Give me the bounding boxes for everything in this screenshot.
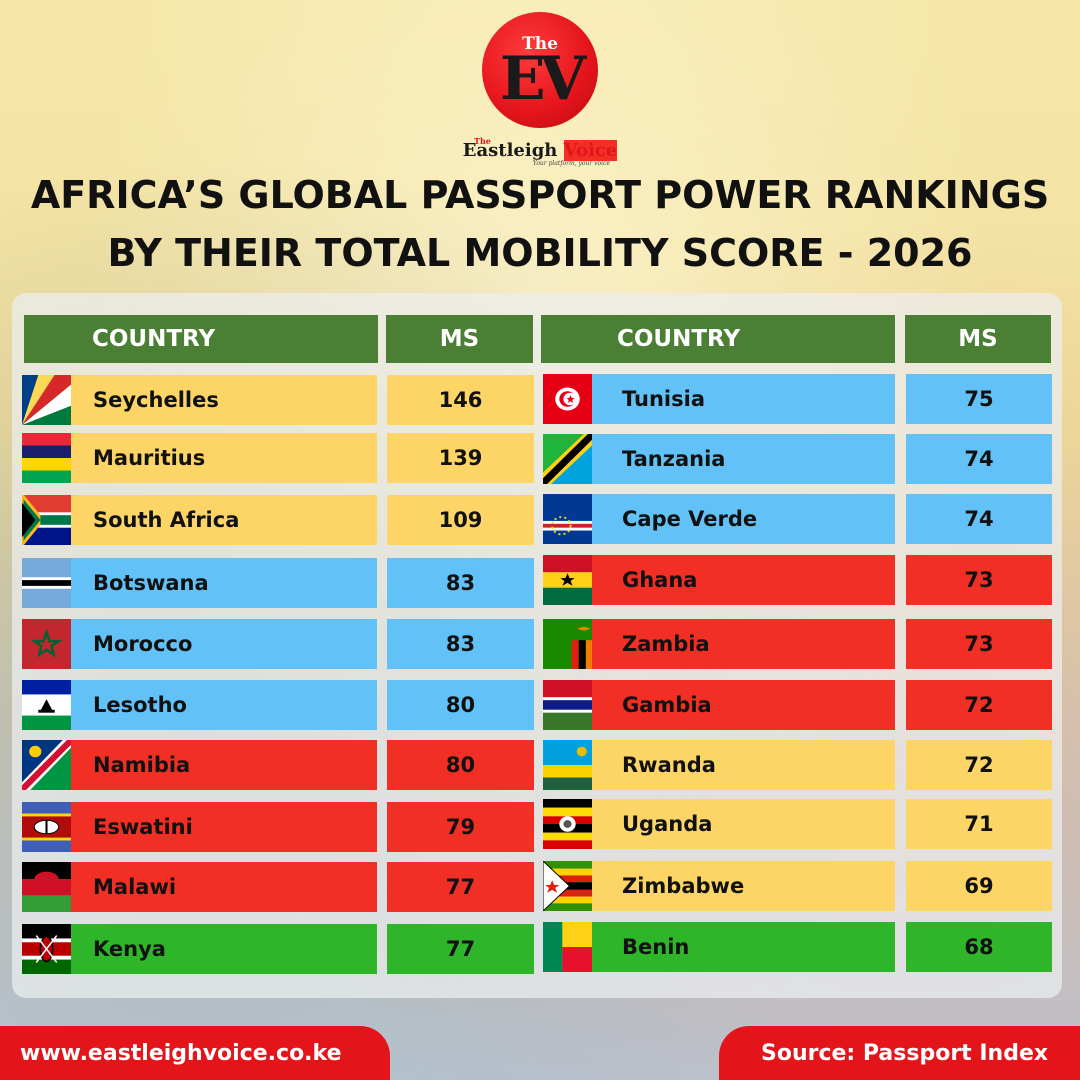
mobility-score: 75	[906, 374, 1052, 424]
gambia-flag-icon	[543, 680, 592, 730]
benin-flag-icon	[543, 922, 592, 972]
country-name: Zambia	[592, 619, 895, 669]
country-name: Seychelles	[71, 375, 377, 425]
country-name: South Africa	[71, 495, 377, 545]
morocco-flag-icon	[22, 619, 71, 669]
mobility-score: 71	[906, 799, 1052, 849]
mobility-score: 72	[906, 740, 1052, 790]
mobility-score: 83	[387, 619, 534, 669]
zimbabwe-flag-icon	[543, 861, 592, 911]
country-name: Zimbabwe	[592, 861, 895, 911]
source-pill: Source: Passport Index	[719, 1026, 1080, 1080]
header-country-left: COUNTRY	[24, 315, 378, 363]
country-name: Eswatini	[71, 802, 377, 852]
country-name: Mauritius	[71, 433, 377, 483]
mobility-score: 73	[906, 555, 1052, 605]
kenya-flag-icon	[22, 924, 71, 974]
country-name: Malawi	[71, 862, 377, 912]
eastleigh-voice-logo: The EV The Eastleigh Voice Your platform…	[463, 12, 618, 167]
seychelles-flag-icon	[22, 375, 71, 425]
mobility-score: 139	[387, 433, 534, 483]
botswana-flag-icon	[22, 558, 71, 608]
logo-circle	[482, 12, 598, 128]
country-name: Botswana	[71, 558, 377, 608]
zambia-flag-icon	[543, 619, 592, 669]
headline: AFRICA’S GLOBAL PASSPORT POWER RANKINGS …	[0, 166, 1080, 282]
logo-the: The	[522, 34, 558, 54]
header-ms-left: MS	[386, 315, 533, 363]
country-name: Ghana	[592, 555, 895, 605]
malawi-flag-icon	[22, 862, 71, 912]
eswatini-flag-icon	[22, 802, 71, 852]
header-country-right: COUNTRY	[541, 315, 895, 363]
mobility-score: 83	[387, 558, 534, 608]
lesotho-flag-icon	[22, 680, 71, 730]
country-name: Morocco	[71, 619, 377, 669]
mobility-score: 109	[387, 495, 534, 545]
logo-tagline: Your platform, your voice	[532, 160, 610, 167]
country-name: Lesotho	[71, 680, 377, 730]
website-pill: www.eastleighvoice.co.ke	[0, 1026, 390, 1080]
header-ms-right: MS	[905, 315, 1051, 363]
namibia-flag-icon	[22, 740, 71, 790]
tanzania-flag-icon	[543, 434, 592, 484]
mobility-score: 73	[906, 619, 1052, 669]
headline-line1: AFRICA’S GLOBAL PASSPORT POWER RANKINGS	[30, 173, 1050, 217]
logo-name-part2: Voice	[563, 140, 618, 161]
logo-monogram-text: EV	[499, 44, 586, 114]
tunisia-flag-icon	[543, 374, 592, 424]
country-name: Uganda	[592, 799, 895, 849]
country-name: Kenya	[71, 924, 377, 974]
mobility-score: 80	[387, 740, 534, 790]
headline-line2: BY THEIR TOTAL MOBILITY SCORE - 2026	[107, 231, 973, 275]
mobility-score: 68	[906, 922, 1052, 972]
mobility-score: 69	[906, 861, 1052, 911]
mobility-score: 146	[387, 375, 534, 425]
country-name: Namibia	[71, 740, 377, 790]
mobility-score: 77	[387, 924, 534, 974]
mobility-score: 74	[906, 434, 1052, 484]
logo-monogram: EV	[480, 44, 600, 114]
country-name: Benin	[592, 922, 895, 972]
country-name: Cape Verde	[592, 494, 895, 544]
logo-small-the: The	[474, 136, 491, 146]
logo-name: Eastleigh Voice	[458, 140, 622, 161]
mobility-score: 72	[906, 680, 1052, 730]
mobility-score: 77	[387, 862, 534, 912]
mobility-score: 80	[387, 680, 534, 730]
country-name: Tunisia	[592, 374, 895, 424]
country-name: Gambia	[592, 680, 895, 730]
rwanda-flag-icon	[543, 740, 592, 790]
logo-name-part1: Eastleigh	[462, 140, 558, 161]
ghana-flag-icon	[543, 555, 592, 605]
south-africa-flag-icon	[22, 495, 71, 545]
mobility-score: 79	[387, 802, 534, 852]
country-name: Rwanda	[592, 740, 895, 790]
cape-verde-flag-icon	[543, 494, 592, 544]
mauritius-flag-icon	[22, 433, 71, 483]
country-name: Tanzania	[592, 434, 895, 484]
uganda-flag-icon	[543, 799, 592, 849]
mobility-score: 74	[906, 494, 1052, 544]
